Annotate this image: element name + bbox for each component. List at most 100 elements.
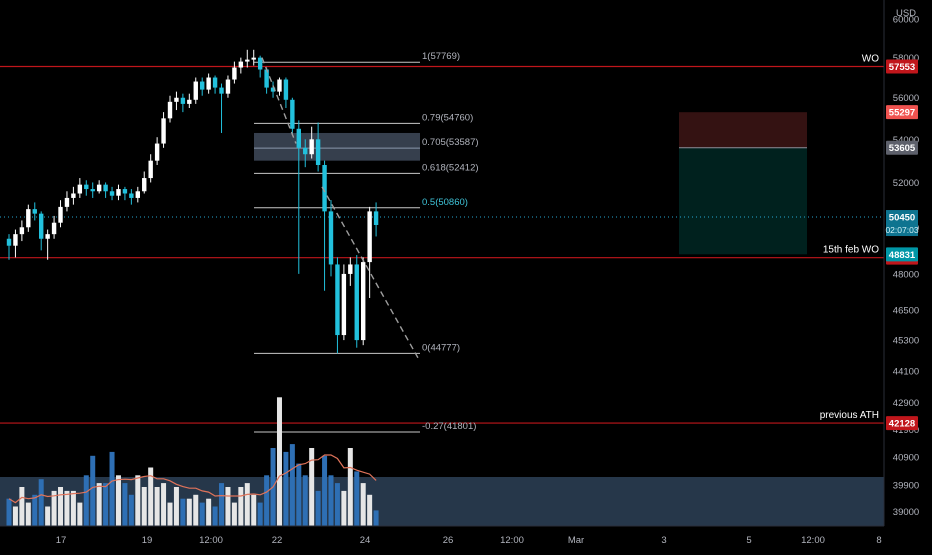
price-tick-label: 60000 bbox=[893, 14, 919, 25]
candle-body bbox=[245, 59, 250, 62]
time-tick-label: 12:00 bbox=[801, 535, 825, 546]
volume-bar bbox=[193, 494, 199, 526]
time-tick-label: 26 bbox=[443, 535, 454, 546]
price-tick-label: 58000 bbox=[893, 53, 919, 64]
fib-label: 0.79(54760) bbox=[422, 112, 473, 123]
candle-body bbox=[219, 87, 224, 94]
candle-body bbox=[135, 191, 140, 198]
candle-body bbox=[328, 211, 334, 265]
volume-bar bbox=[296, 463, 302, 526]
candle-body bbox=[148, 160, 153, 179]
candle-body bbox=[212, 77, 218, 88]
candle-body bbox=[225, 79, 231, 94]
candle-body bbox=[19, 227, 25, 235]
price-tick-label: 48000 bbox=[893, 269, 919, 280]
time-tick-label: 5 bbox=[746, 535, 751, 546]
volume-bar bbox=[115, 475, 121, 526]
candle-body bbox=[109, 191, 115, 196]
volume-bar bbox=[148, 467, 154, 526]
candle-body bbox=[45, 234, 50, 239]
volume-bar bbox=[19, 487, 25, 526]
price-tick-label: 42900 bbox=[893, 398, 919, 409]
time-axis[interactable]: 17 19 12:00 22 24 26 12:00 Mar 3 5 12:00 8 bbox=[0, 525, 932, 550]
price-tag: 53605 bbox=[889, 143, 916, 154]
fib-label: 0.618(52412) bbox=[422, 162, 479, 173]
price-tick-label: 41900 bbox=[893, 425, 919, 436]
horizontal-levels[interactable]: WO 15th feb WO previous ATH bbox=[0, 53, 884, 424]
price-axis[interactable]: USD6000058000560005400052000500004800046… bbox=[883, 0, 932, 550]
volume-bar bbox=[212, 506, 218, 526]
price-tick-label: 56000 bbox=[893, 93, 919, 104]
candle-body bbox=[322, 164, 327, 212]
position-target-zone[interactable] bbox=[679, 147, 807, 255]
time-axis-bg bbox=[0, 526, 932, 550]
candle-body bbox=[187, 99, 192, 104]
candle-body bbox=[251, 57, 256, 60]
volume-bar bbox=[70, 490, 76, 526]
volume-bar bbox=[199, 502, 205, 526]
projection-dashed-line bbox=[261, 57, 297, 144]
fib-label: -0.27(41801) bbox=[422, 421, 476, 432]
volume-bar bbox=[135, 475, 141, 526]
fib-label: 0.705(53587) bbox=[422, 137, 479, 148]
volume-bar bbox=[373, 510, 379, 526]
candle-body bbox=[315, 139, 321, 165]
price-tick-label: 45300 bbox=[893, 336, 919, 347]
price-tick-label: 46500 bbox=[893, 306, 919, 317]
candle-body bbox=[71, 193, 76, 198]
level-price-tag: 42128 bbox=[889, 419, 915, 430]
candle-body bbox=[290, 99, 295, 129]
volume-bar bbox=[354, 471, 360, 526]
volume-bar bbox=[96, 483, 102, 526]
volume-bar bbox=[257, 502, 263, 526]
candle-body bbox=[77, 184, 83, 194]
volume-bar bbox=[180, 498, 186, 526]
candles bbox=[6, 49, 379, 354]
position-box[interactable] bbox=[679, 112, 807, 255]
candle-body bbox=[103, 184, 108, 192]
candle-body bbox=[180, 97, 186, 104]
volume-ma-line bbox=[8, 454, 377, 504]
volume-bar bbox=[360, 483, 366, 526]
price-tag-bg bbox=[886, 140, 918, 155]
volume-bar bbox=[12, 506, 18, 526]
candle-body bbox=[277, 79, 282, 92]
volume-bar bbox=[347, 448, 353, 526]
candle-body bbox=[367, 211, 372, 263]
time-tick-label: 22 bbox=[272, 535, 283, 546]
position-stop-zone[interactable] bbox=[679, 112, 807, 148]
volume-bar bbox=[231, 502, 237, 526]
candle-body bbox=[116, 189, 121, 196]
drawings-overlay bbox=[261, 57, 419, 359]
volume-bars bbox=[0, 397, 884, 526]
candle-body bbox=[90, 189, 95, 192]
fibonacci-retracement[interactable]: 1(57769) 0.79(54760) 0.705(53587) 0.618(524… bbox=[0, 51, 884, 433]
volume-bar bbox=[186, 498, 192, 526]
volume-bar bbox=[25, 502, 31, 526]
volume-bar bbox=[161, 483, 167, 526]
time-tick-label: 24 bbox=[360, 535, 371, 546]
volume-bar bbox=[264, 475, 270, 526]
volume-bar bbox=[103, 483, 109, 526]
fib-zone-705[interactable] bbox=[254, 132, 420, 161]
price-tick-label: 52000 bbox=[893, 178, 919, 189]
candle-body bbox=[51, 222, 57, 235]
volume-bar bbox=[328, 475, 334, 526]
candle-body bbox=[303, 147, 308, 155]
time-tick-label: Mar bbox=[568, 535, 584, 546]
price-tag-bg bbox=[886, 247, 918, 262]
price-tick-label: 44100 bbox=[893, 366, 919, 377]
candle-body bbox=[354, 264, 359, 341]
volume-bar bbox=[309, 448, 315, 526]
candle-body bbox=[361, 262, 366, 341]
volume-bar bbox=[51, 490, 57, 526]
current-price-tag-bg bbox=[886, 210, 918, 237]
volume-bar bbox=[219, 483, 225, 526]
candle-body bbox=[122, 189, 128, 194]
candle-body bbox=[174, 97, 179, 102]
level-label: previous ATH bbox=[820, 410, 879, 421]
fib-label: 0(44777) bbox=[422, 342, 460, 353]
candle-body bbox=[26, 209, 31, 228]
